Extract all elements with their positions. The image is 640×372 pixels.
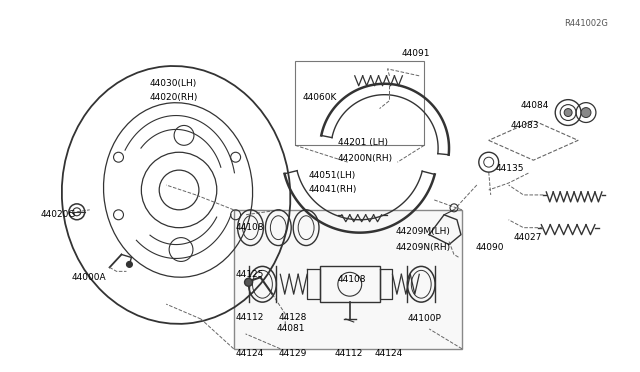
- Text: 44090: 44090: [476, 243, 504, 252]
- Text: 44108: 44108: [236, 223, 264, 232]
- Text: 44083: 44083: [511, 121, 539, 130]
- Text: 44201 (LH): 44201 (LH): [338, 138, 388, 147]
- Text: 44091: 44091: [401, 48, 430, 58]
- Text: 44051(LH): 44051(LH): [308, 171, 355, 180]
- Text: 44200N(RH): 44200N(RH): [338, 154, 393, 163]
- Text: 44027: 44027: [513, 233, 542, 242]
- Circle shape: [564, 109, 572, 116]
- Bar: [295, 61, 424, 145]
- Text: 44112: 44112: [236, 312, 264, 321]
- Text: 44020G: 44020G: [40, 210, 76, 219]
- Text: 44112: 44112: [335, 349, 364, 358]
- Text: 44209N(RH): 44209N(RH): [396, 243, 451, 252]
- Text: 44060K: 44060K: [302, 93, 337, 102]
- Text: 44135: 44135: [495, 164, 524, 173]
- Text: 44030(LH): 44030(LH): [149, 79, 196, 88]
- Text: 44209M(LH): 44209M(LH): [396, 227, 451, 236]
- Text: 44020(RH): 44020(RH): [149, 93, 198, 102]
- Circle shape: [581, 108, 591, 118]
- Bar: [320, 266, 380, 302]
- Text: 44000A: 44000A: [72, 273, 106, 282]
- Text: 44124: 44124: [374, 349, 403, 358]
- Text: 44108: 44108: [338, 275, 366, 284]
- Bar: [234, 210, 462, 349]
- Text: 44125: 44125: [236, 270, 264, 279]
- Text: 44129: 44129: [278, 349, 307, 358]
- Text: 44084: 44084: [520, 101, 549, 110]
- Circle shape: [244, 278, 253, 286]
- Text: 44081: 44081: [276, 324, 305, 333]
- Text: 44041(RH): 44041(RH): [308, 186, 356, 195]
- Circle shape: [127, 262, 132, 267]
- Text: R441002G: R441002G: [564, 19, 608, 28]
- Text: 44124: 44124: [236, 349, 264, 358]
- Text: 44100P: 44100P: [407, 314, 441, 324]
- Text: 44128: 44128: [278, 312, 307, 321]
